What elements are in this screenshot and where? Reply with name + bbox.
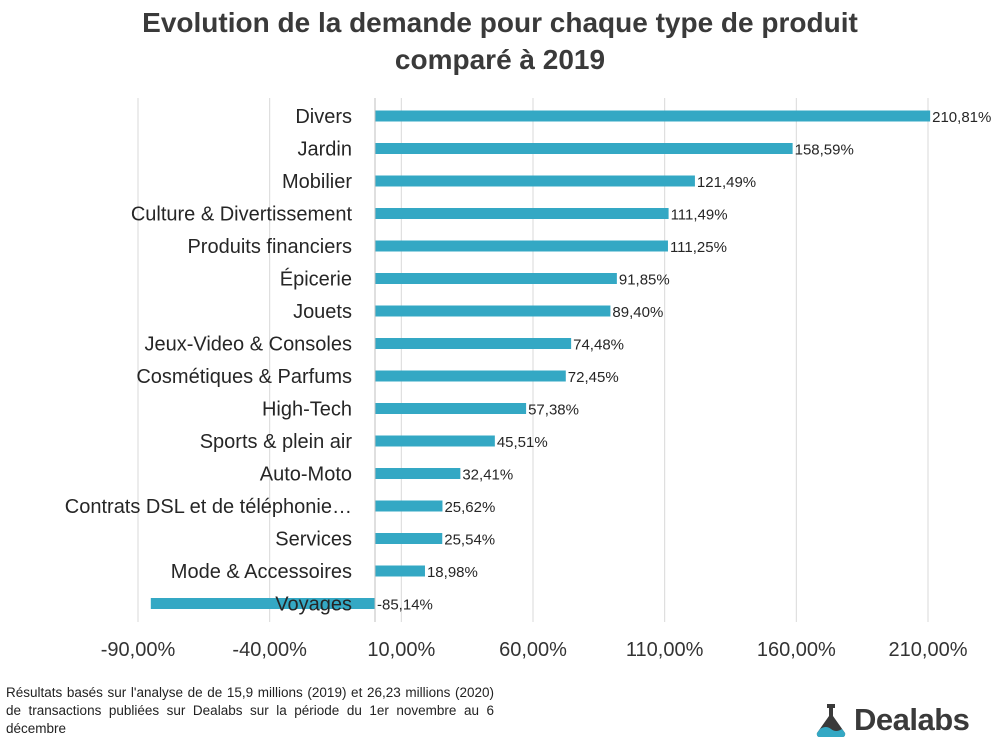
value-label: 74,48% (573, 337, 624, 354)
x-tick-label: 210,00% (889, 639, 968, 661)
bar (375, 110, 931, 122)
x-tick-label: -40,00% (232, 639, 307, 661)
value-label: 89,40% (612, 304, 663, 321)
bar (375, 565, 425, 577)
bar-chart: -90,00% -40,00% 10,00% 60,00% 110,00% 160,00%… (65, 98, 991, 661)
value-label: 45,51% (497, 434, 548, 451)
category-label: Mobilier (282, 171, 352, 193)
x-tick-label: 110,00% (626, 639, 704, 661)
flask-icon (816, 704, 846, 737)
value-label: 18,98% (427, 564, 478, 581)
bar (375, 370, 566, 382)
value-label: 111,49% (671, 207, 728, 224)
chart-title-line-1: Evolution de la demande pour chaque type… (142, 7, 858, 38)
value-label: 210,81% (932, 109, 991, 126)
category-label: Sports & plein air (200, 431, 353, 453)
value-label: -85,14% (377, 597, 433, 614)
bar (375, 240, 668, 252)
bar (150, 598, 375, 609)
value-label: 121,49% (697, 174, 756, 191)
category-label: High-Tech (262, 399, 352, 421)
bar (375, 175, 695, 187)
chart-title-line-2: comparé à 2019 (394, 44, 606, 75)
x-tick-label: 10,00% (367, 639, 435, 661)
bar (375, 143, 793, 154)
bar (375, 500, 443, 512)
bar (375, 208, 669, 219)
x-tick-label: 60,00% (499, 639, 567, 661)
value-label: 25,54% (444, 532, 495, 549)
bar (375, 273, 617, 284)
category-label: Services (275, 529, 352, 551)
value-label: 32,41% (462, 467, 513, 484)
value-label: 91,85% (619, 272, 670, 289)
bar (375, 403, 527, 414)
category-label: Contrats DSL et de téléphonie… (65, 496, 352, 518)
footnote: Résultats basés sur l'analyse de de 15,9… (6, 685, 494, 736)
category-label: Auto-Moto (260, 464, 352, 486)
category-label: Divers (295, 106, 352, 128)
category-label: Épicerie (280, 268, 352, 291)
bar (375, 468, 461, 479)
chart-title: Evolution de la demande pour chaque type… (0, 4, 1000, 78)
value-label: 25,62% (444, 499, 495, 516)
category-label: Produits financiers (187, 236, 352, 258)
category-label: Jeux-Video & Consoles (144, 334, 352, 356)
bar (375, 305, 611, 317)
bar (375, 533, 443, 544)
category-label: Culture & Divertissement (131, 204, 353, 226)
value-label: 158,59% (795, 142, 854, 159)
x-tick-label: -90,00% (101, 639, 176, 661)
value-label: 57,38% (528, 402, 579, 419)
value-label: 111,25% (670, 239, 727, 256)
category-label: Cosmétiques & Parfums (136, 366, 352, 388)
value-label: 72,45% (568, 369, 619, 386)
category-label: Jouets (293, 301, 352, 323)
dealabs-logo: Dealabs (812, 700, 970, 740)
x-tick-label: 160,00% (757, 639, 836, 661)
category-label: Voyages (275, 594, 352, 616)
category-label: Jardin (298, 139, 352, 161)
category-label: Mode & Accessoires (171, 561, 352, 583)
bar (375, 338, 572, 349)
bar (375, 435, 495, 447)
logo-text: Dealabs (854, 702, 970, 737)
